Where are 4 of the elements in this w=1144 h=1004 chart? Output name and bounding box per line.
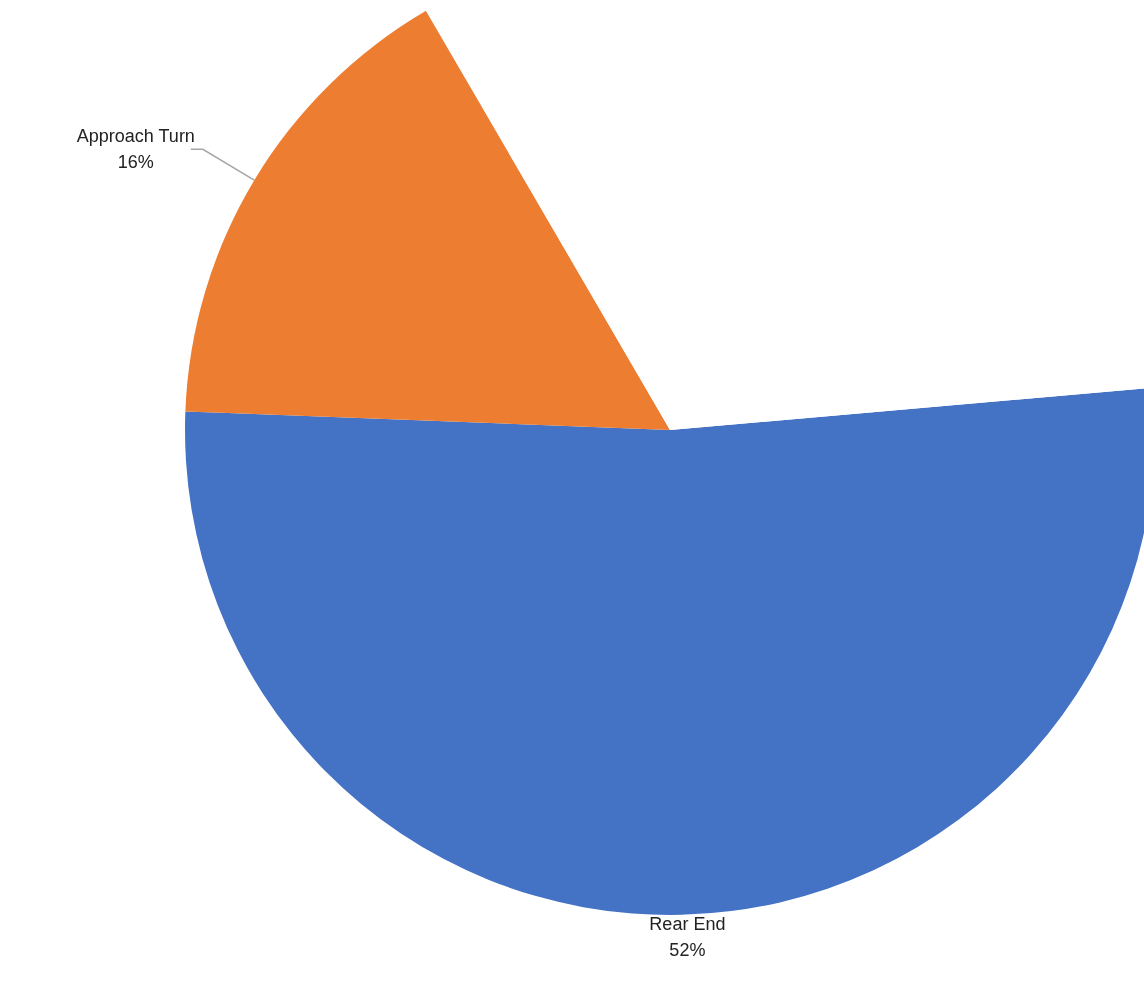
data-label: 52% bbox=[669, 939, 706, 960]
slice-label: Rear End bbox=[649, 913, 726, 934]
slice-label: Approach Turn bbox=[76, 126, 195, 147]
data-label: 16% bbox=[117, 152, 154, 173]
